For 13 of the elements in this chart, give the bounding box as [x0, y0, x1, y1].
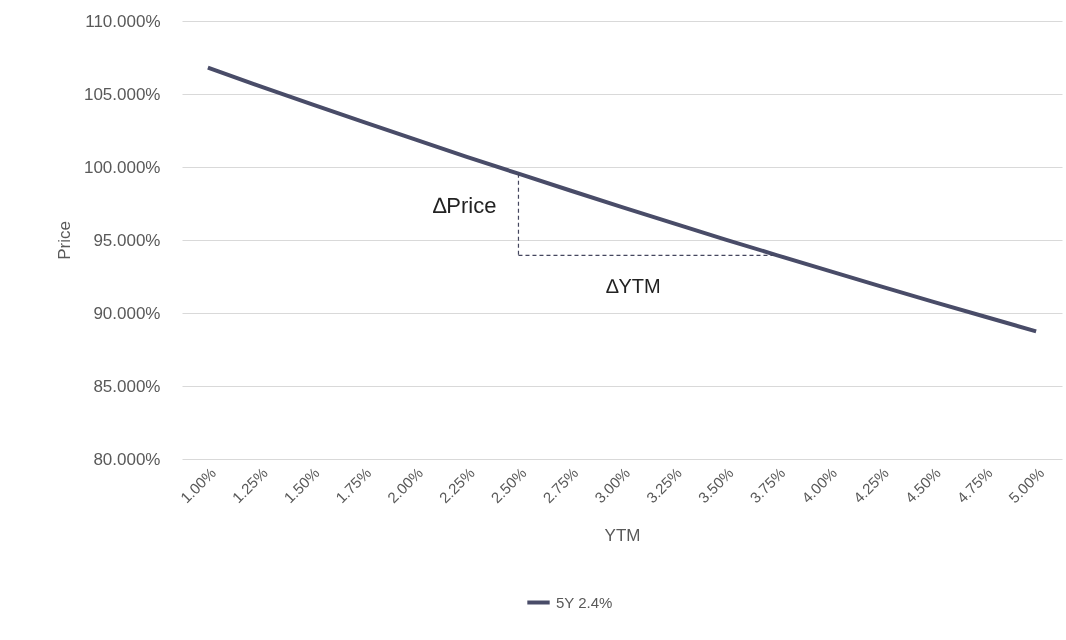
y-tick-label: 100.000%	[83, 157, 161, 177]
legend-label: 5Y 2.4%	[556, 593, 613, 611]
y-tick-label: 95.000%	[93, 230, 161, 250]
y-tick-label: 105.000%	[83, 84, 161, 104]
y-tick-label: 80.000%	[93, 449, 161, 469]
y-tick-label: 110.000%	[85, 11, 161, 31]
y-axis-title: Price	[54, 221, 74, 260]
line-series	[205, 65, 1039, 334]
annotation: ∆Price	[432, 192, 497, 218]
y-tick-label: 90.000%	[93, 303, 161, 323]
y-tick-label: 85.000%	[93, 376, 161, 396]
annotation: ∆YTM	[606, 275, 661, 298]
x-axis-title: YTM	[604, 526, 641, 546]
